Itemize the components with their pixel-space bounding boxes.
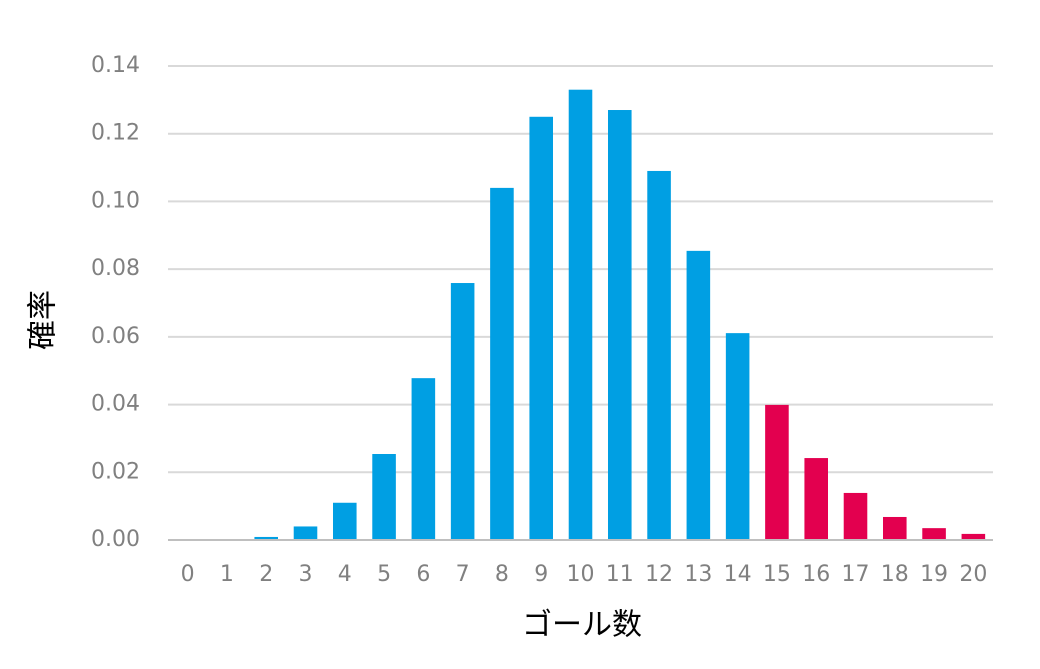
x-tick-label: 19 (920, 562, 948, 587)
bar (765, 404, 789, 540)
bar (254, 536, 278, 540)
bar (450, 283, 475, 540)
y-axis-title: 確率 (26, 290, 61, 350)
x-tick-label: 3 (299, 562, 313, 587)
bar (922, 528, 946, 540)
bar (490, 187, 514, 540)
x-tick-label: 5 (377, 562, 391, 587)
x-tick-label: 4 (338, 562, 352, 587)
x-tick-label: 0 (181, 562, 195, 587)
y-tick-label: 0.14 (91, 53, 140, 78)
bar (961, 533, 986, 540)
x-tick-label: 12 (645, 562, 673, 587)
x-tick-label: 16 (802, 562, 830, 587)
y-tick-label: 0.06 (91, 324, 140, 349)
x-tick-label: 7 (456, 562, 470, 587)
y-tick-label: 0.04 (91, 392, 140, 417)
x-tick-label: 9 (534, 562, 548, 587)
bar (843, 492, 868, 540)
bar (725, 333, 750, 540)
bar (411, 378, 436, 540)
bar (372, 454, 396, 540)
x-tick-label: 20 (959, 562, 987, 587)
y-tick-label: 0.12 (91, 121, 140, 146)
bar (647, 170, 671, 540)
x-tick-label: 17 (842, 562, 870, 587)
y-tick-label: 0.08 (91, 256, 140, 281)
x-tick-label: 8 (495, 562, 509, 587)
x-tick-label: 2 (259, 562, 273, 587)
bar (333, 502, 357, 540)
x-tick-label: 18 (881, 562, 909, 587)
bar (568, 89, 593, 540)
x-tick-label: 13 (684, 562, 712, 587)
x-axis-title: ゴール数 (522, 608, 642, 643)
x-tick-label: 11 (606, 562, 634, 587)
bar (529, 116, 553, 541)
y-tick-label: 0.10 (91, 188, 140, 213)
x-tick-label: 10 (567, 562, 595, 587)
x-tick-label: 15 (763, 562, 791, 587)
bar (804, 458, 828, 540)
x-tick-label: 6 (416, 562, 430, 587)
bar (293, 526, 318, 540)
bar (883, 516, 907, 540)
bar (686, 250, 711, 541)
y-tick-label: 0.00 (91, 527, 140, 552)
bar (608, 110, 632, 540)
x-tick-label: 1 (220, 562, 234, 587)
x-tick-label: 14 (724, 562, 752, 587)
y-tick-label: 0.02 (91, 459, 140, 484)
